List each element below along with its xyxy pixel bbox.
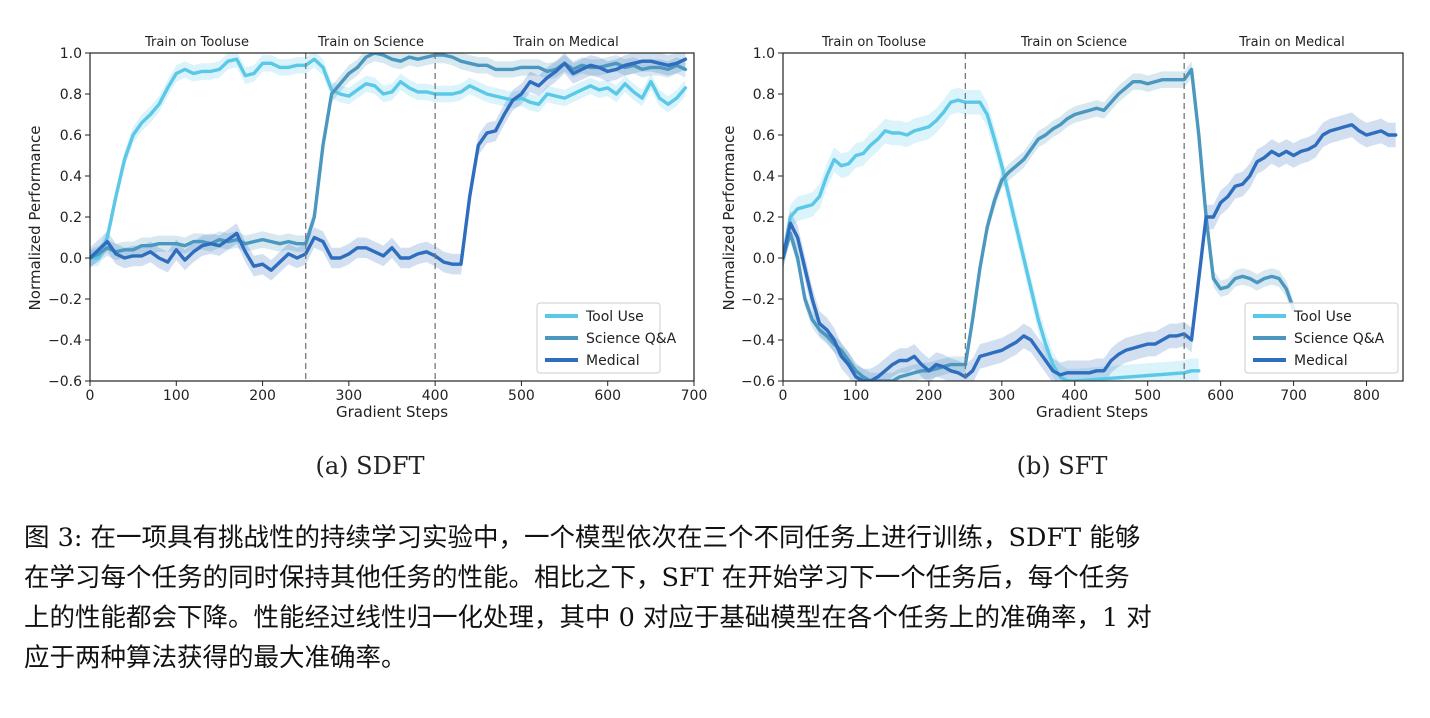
y-tick-label: 1.0 [60, 46, 82, 62]
y-tick-label: 0.0 [753, 251, 775, 267]
subcaption-b: (b) SFT [1017, 452, 1108, 480]
x-tick-label: 200 [249, 388, 276, 404]
series-line-medical [783, 123, 1398, 381]
y-axis-label: Normalized Performance [26, 126, 44, 311]
x-tick-label: 600 [594, 388, 621, 404]
y-tick-label: 0.6 [753, 128, 775, 144]
y-tick-label: 1.0 [753, 46, 775, 62]
subplot-sdft: Train on Tooluse Train on Science Train … [26, 35, 707, 480]
y-tick-label: −0.2 [741, 292, 775, 308]
x-tick-label: 100 [163, 388, 190, 404]
figure: Train on Tooluse Train on Science Train … [26, 35, 1404, 480]
phase-label: Train on Medical [512, 35, 618, 50]
x-axis-label: Gradient Steps [336, 403, 448, 421]
y-tick-label: 0.2 [60, 210, 82, 226]
legend-item: Medical [586, 353, 640, 369]
x-tick-label: 400 [422, 388, 449, 404]
x-tick-label: 200 [916, 388, 943, 404]
x-axis-label: Gradient Steps [1036, 403, 1148, 421]
x-tick-label: 300 [988, 388, 1015, 404]
y-tick-label: 0.6 [60, 128, 82, 144]
x-tick-label: 0 [86, 388, 95, 404]
y-tick-label: −0.6 [48, 374, 82, 390]
x-tick-label: 0 [779, 388, 788, 404]
series-line-medical [90, 57, 688, 272]
series-line-tool-use [783, 98, 1201, 381]
series-band [90, 53, 686, 281]
x-tick-label: 800 [1353, 388, 1380, 404]
y-tick-label: −0.2 [48, 292, 82, 308]
legend-item: Medical [1294, 353, 1348, 369]
subplot-sft: Train on Tooluse Train on Science Train … [720, 35, 1404, 480]
phase-label: Train on Science [1020, 35, 1127, 50]
caption-line: 上的性能都会下降。性能经过线性归一化处理，其中 0 对应于基础模型在各个任务上的… [24, 603, 1152, 633]
y-tick-label: 0.0 [60, 251, 82, 267]
y-tick-label: 0.8 [60, 87, 82, 103]
legend-item: Science Q&A [586, 331, 677, 347]
phase-label: Train on Tooluse [144, 35, 249, 50]
caption-line: 图 3: 在一项具有挑战性的持续学习实验中，一个模型依次在三个不同任务上进行训练… [24, 523, 1141, 553]
series-band [783, 61, 1294, 381]
x-tick-label: 100 [843, 388, 870, 404]
series-band [783, 112, 1396, 381]
x-tick-label: 500 [1134, 388, 1161, 404]
x-tick-label: 500 [508, 388, 535, 404]
x-tick-label: 600 [1207, 388, 1234, 404]
figure-caption: 图 3: 在一项具有挑战性的持续学习实验中，一个模型依次在三个不同任务上进行训练… [24, 518, 1414, 678]
y-tick-label: 0.4 [753, 169, 775, 185]
y-tick-label: 0.2 [753, 210, 775, 226]
legend-item: Tool Use [1293, 309, 1352, 325]
y-tick-label: −0.6 [741, 374, 775, 390]
series-line-tool-use [90, 57, 688, 260]
phase-label: Train on Medical [1238, 35, 1344, 50]
legend: Tool Use Science Q&A Medical [536, 302, 677, 374]
phase-label: Train on Science [317, 35, 424, 50]
legend: Tool Use Science Q&A Medical [1244, 302, 1399, 374]
y-tick-label: −0.4 [48, 333, 82, 349]
legend-item: Tool Use [585, 309, 644, 325]
x-tick-label: 700 [681, 388, 708, 404]
caption-line: 应于两种算法获得的最大准确率。 [24, 643, 407, 673]
y-tick-label: 0.8 [753, 87, 775, 103]
caption-line: 在学习每个任务的同时保持其他任务的性能。相比之下，SFT 在开始学习下一个任务后… [24, 563, 1130, 593]
x-tick-label: 300 [335, 388, 362, 404]
series-line-science-q-a [783, 67, 1296, 381]
x-tick-label: 700 [1280, 388, 1307, 404]
series-band [90, 53, 686, 267]
x-tick-label: 400 [1061, 388, 1088, 404]
legend-item: Science Q&A [1294, 331, 1385, 347]
y-axis-label: Normalized Performance [720, 126, 738, 311]
subcaption-a: (a) SDFT [315, 452, 424, 480]
phase-label: Train on Tooluse [821, 35, 926, 50]
y-tick-label: 0.4 [60, 169, 82, 185]
y-tick-label: −0.4 [741, 333, 775, 349]
